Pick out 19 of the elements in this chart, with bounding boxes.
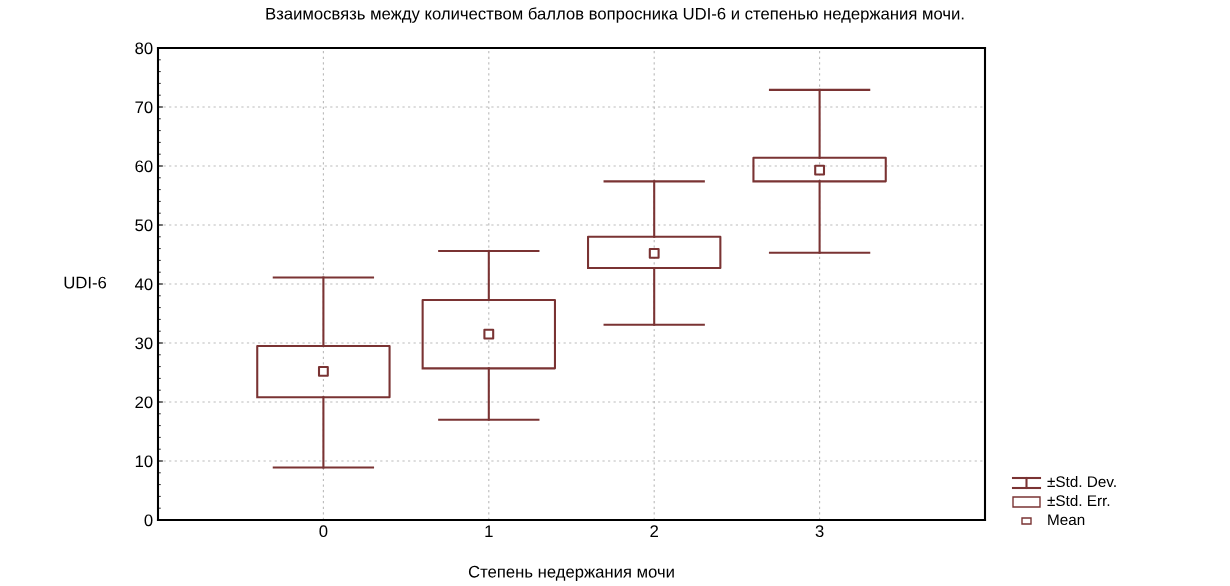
y-tick-label: 80: [135, 42, 153, 55]
y-tick-label: 30: [135, 337, 153, 350]
y-tick-label: 60: [135, 160, 153, 173]
y-tick-label: 70: [135, 101, 153, 114]
x-axis-title: Степень недержания мочи: [468, 565, 674, 581]
x-tick-label: 1: [485, 525, 493, 537]
y-axis-title: UDI-6: [64, 276, 107, 289]
text: ±Std. Dev.: [1047, 475, 1116, 488]
chart-title: Взаимосвязь между количеством баллов вопросника UDI-6 и степенью недержания мочи.: [266, 7, 964, 23]
x-tick-label: 0: [319, 525, 328, 538]
y-tick-label: 10: [135, 455, 153, 468]
x-tick-label: 2: [650, 525, 658, 537]
x-tick-label: 3: [815, 525, 824, 538]
text: Mean: [1048, 514, 1085, 526]
y-tick-label: 0: [144, 514, 153, 527]
y-tick-label: 20: [135, 396, 153, 409]
y-tick-label: 40: [134, 278, 153, 291]
y-tick-label: 50: [135, 219, 153, 232]
text: ±Std. Err.: [1047, 494, 1110, 507]
